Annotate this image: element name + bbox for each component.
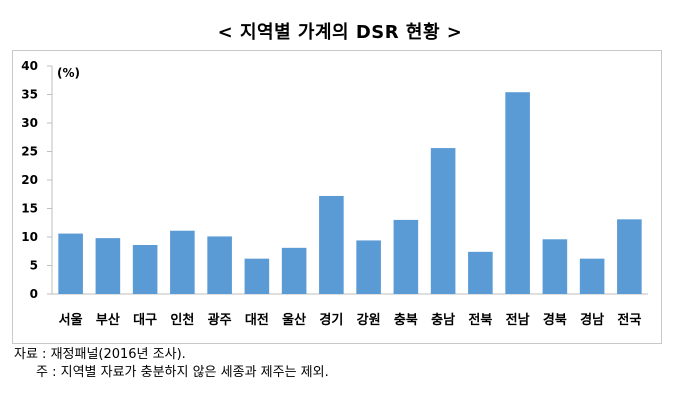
y-tick-label: 15	[21, 202, 38, 216]
y-unit-label: (%)	[57, 66, 80, 80]
x-tick-label: 서울	[59, 312, 83, 328]
x-tick-label: 경북	[543, 312, 567, 328]
x-tick-label: 충남	[431, 312, 455, 328]
x-tick-label: 부산	[96, 312, 120, 328]
chart-title: < 지역별 가계의 DSR 현황 >	[217, 22, 463, 43]
bar-대구	[132, 244, 158, 294]
x-tick-label: 대구	[133, 313, 157, 328]
bar-충북	[393, 219, 419, 294]
x-tick-label: 울산	[282, 312, 306, 328]
bar-전국	[617, 219, 642, 294]
bar-부산	[95, 238, 121, 294]
y-tick-label: 20	[21, 173, 38, 187]
x-tick-label: 전국	[617, 312, 641, 328]
plot-frame	[12, 50, 662, 344]
bar-대전	[244, 258, 270, 294]
x-tick-label: 강원	[357, 312, 381, 328]
y-tick-label: 40	[21, 59, 38, 73]
y-tick-label: 10	[21, 230, 38, 244]
x-axis-labels: 서울 부산 대구 인천 광주 대전 울산 경기 강원 충북 충남 전북 전남 경북 경남 전국	[59, 312, 642, 328]
x-tick-label: 인천	[170, 312, 194, 328]
x-tick-label: 전북	[468, 312, 492, 328]
bar-울산	[281, 247, 307, 294]
bars	[58, 92, 642, 294]
x-tick-label: 대전	[245, 312, 269, 328]
x-tick-label: 전남	[506, 312, 530, 328]
bar-경북	[542, 239, 568, 294]
bar-경기	[319, 195, 344, 294]
bar-충남	[430, 148, 456, 294]
y-tick-label: 30	[21, 116, 38, 130]
footnote: 주 : 지역별 자료가 충분하지 않은 세종과 제주는 제외.	[36, 365, 329, 380]
x-tick-label: 경남	[580, 312, 604, 328]
bar-전남	[505, 92, 530, 294]
x-tick-label: 충북	[394, 312, 418, 328]
bar-서울	[58, 233, 83, 294]
x-tick-label: 경기	[319, 312, 343, 328]
y-tick-label: 0	[30, 287, 38, 301]
x-tick-label: 광주	[208, 313, 232, 328]
bar-경남	[579, 258, 605, 294]
bar-강원	[356, 240, 381, 294]
bar-광주	[207, 236, 232, 294]
bar-인천	[170, 230, 195, 294]
bar-전북	[468, 251, 493, 294]
y-tick-label: 5	[30, 259, 38, 273]
y-tick-label: 35	[21, 88, 38, 102]
source-note: 자료 : 재정패널(2016년 조사).	[14, 347, 186, 362]
y-tick-label: 25	[21, 145, 38, 159]
